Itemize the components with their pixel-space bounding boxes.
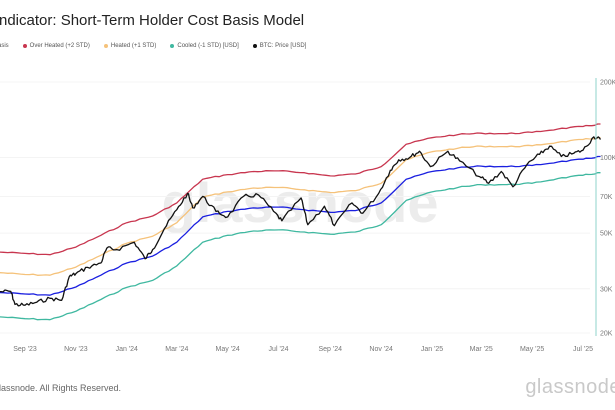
y-tick-label: 200K bbox=[600, 80, 615, 87]
chart-legend: asis Over Heated (+2 STD) Heated (+1 STD… bbox=[0, 43, 306, 49]
y-tick-label: 20K bbox=[600, 331, 613, 338]
watermark: glassnode bbox=[162, 171, 439, 234]
over-heated-line bbox=[0, 123, 601, 256]
x-tick-label: Nov '23 bbox=[64, 346, 88, 353]
x-tick-label: Nov '24 bbox=[369, 346, 393, 353]
btc-price-line bbox=[0, 136, 602, 307]
legend-item-sth-cost-basis[interactable]: asis bbox=[0, 43, 9, 49]
x-tick-label: Jul '25 bbox=[573, 346, 593, 353]
legend-dot-icon bbox=[22, 44, 27, 48]
heated-line bbox=[0, 136, 601, 276]
chart-title: ndicator: Short-Term Holder Cost Basis M… bbox=[0, 12, 305, 29]
x-tick-label: May '25 bbox=[520, 346, 544, 353]
legend-dot-icon bbox=[103, 44, 108, 48]
x-tick-label: Jan '25 bbox=[421, 346, 443, 353]
y-tick-label: 50K bbox=[600, 231, 613, 238]
glassnode-logo: glassnode bbox=[525, 376, 615, 398]
legend-dot-icon bbox=[252, 44, 257, 48]
x-tick-label: Sep '24 bbox=[319, 346, 343, 353]
legend-dot-icon bbox=[170, 44, 175, 48]
y-tick-label: 30K bbox=[600, 286, 613, 293]
legend-label: Heated (+1 STD) bbox=[110, 43, 157, 49]
x-tick-label: Mar '25 bbox=[470, 346, 493, 353]
y-tick-label: 100K bbox=[600, 155, 615, 162]
legend-item-over-heated[interactable]: Over Heated (+2 STD) bbox=[22, 43, 90, 49]
x-tick-label: May '24 bbox=[216, 346, 240, 353]
copyright-text: lassnode. All Rights Reserved. bbox=[0, 383, 122, 393]
legend-item-heated[interactable]: Heated (+1 STD) bbox=[103, 43, 157, 49]
legend-label: asis bbox=[0, 43, 9, 49]
x-tick-label: Jul '24 bbox=[269, 346, 289, 353]
x-tick-label: Mar '24 bbox=[165, 346, 188, 353]
legend-item-btc-price[interactable]: BTC: Price [USD] bbox=[252, 43, 307, 49]
x-tick-label: Sep '23 bbox=[13, 346, 37, 353]
x-tick-label: Jan '24 bbox=[116, 346, 138, 353]
legend-label: Over Heated (+2 STD) bbox=[29, 43, 90, 49]
chart-plot: glassnode 200K 100K 70K 50K 30K 20K Sep '23 No… bbox=[0, 78, 615, 353]
cooled-line bbox=[0, 172, 601, 321]
y-tick-label: 70K bbox=[600, 194, 613, 201]
legend-item-cooled[interactable]: Cooled (-1 STD) [USD] bbox=[170, 43, 239, 49]
legend-label: BTC: Price [USD] bbox=[259, 43, 307, 49]
legend-label: Cooled (-1 STD) [USD] bbox=[177, 43, 239, 49]
